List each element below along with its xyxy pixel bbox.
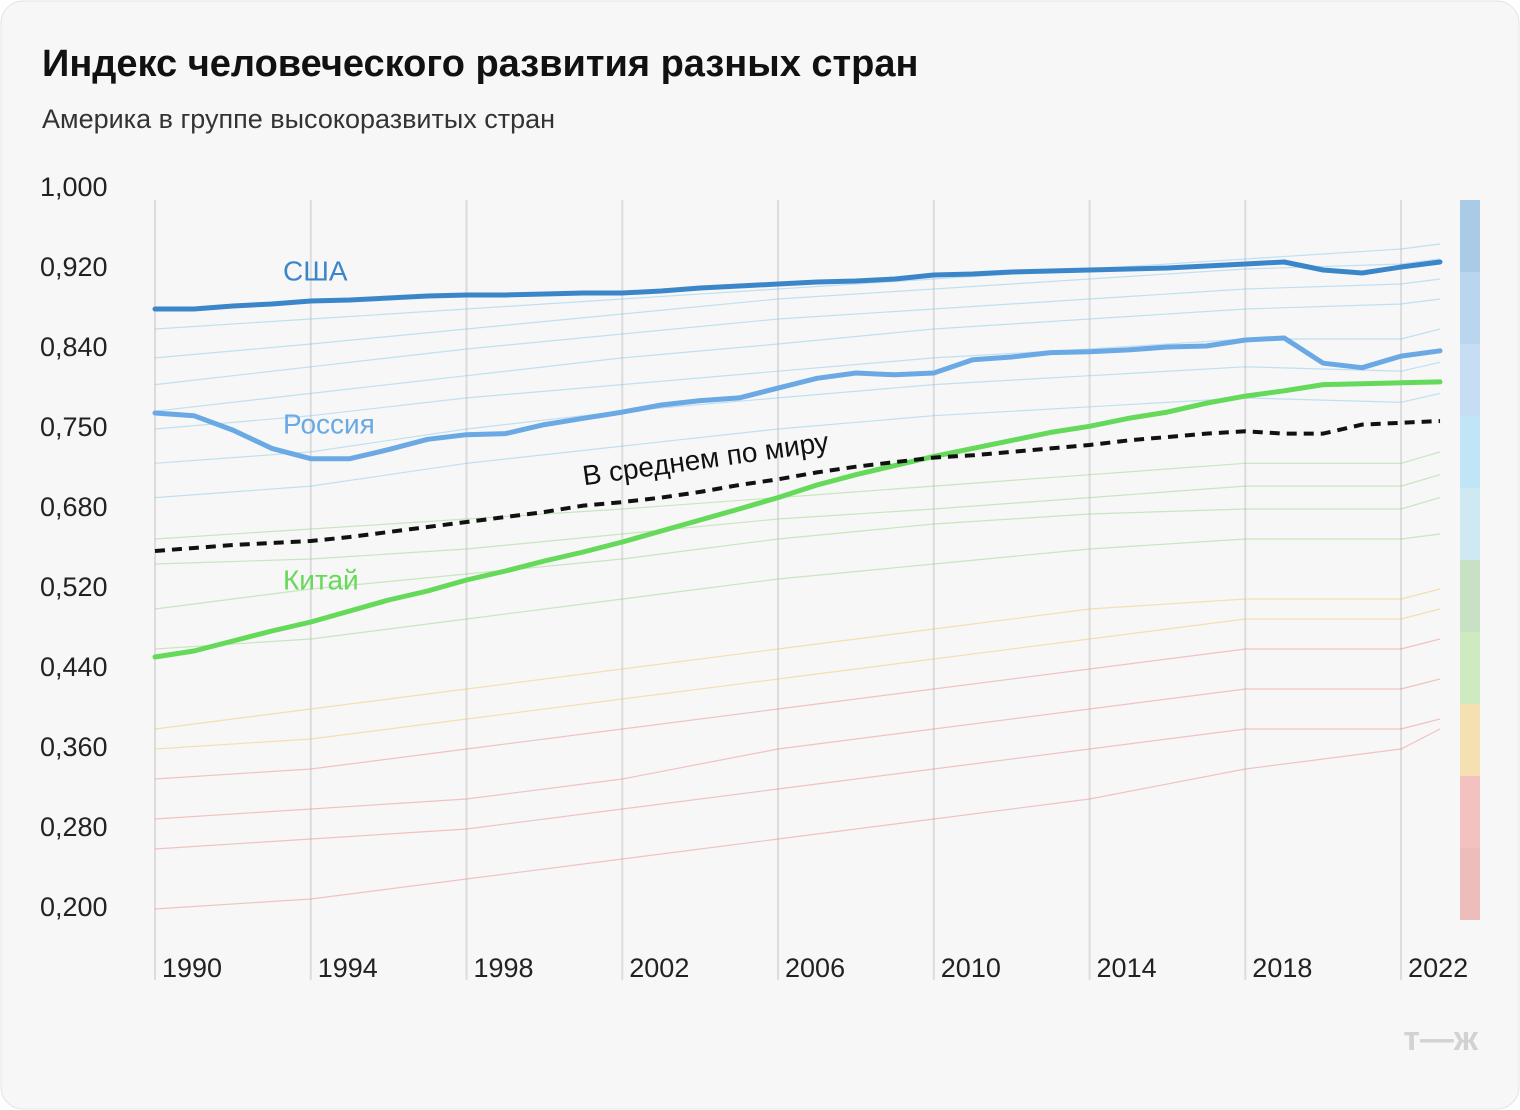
- background-line: [154, 718, 1441, 850]
- x-tick-label: 2022: [1408, 953, 1468, 983]
- background-line: [154, 451, 1441, 540]
- background-line: [154, 497, 1441, 610]
- chart-subtitle: Америка в группе высокоразвитых стран: [42, 104, 555, 134]
- background-line: [154, 588, 1441, 730]
- chart-title: Индекс человеческого развития разных стр…: [42, 43, 918, 85]
- x-tick-label: 2010: [941, 953, 1001, 983]
- scale-segment: [1460, 704, 1480, 776]
- y-tick-label: 0,920: [40, 252, 108, 282]
- background-line: [154, 278, 1441, 386]
- x-tick-label: 1998: [474, 953, 534, 983]
- background-line: [154, 298, 1441, 412]
- background-line: [154, 328, 1441, 430]
- background-line: [154, 243, 1441, 330]
- y-tick-label: 0,840: [40, 332, 108, 362]
- series-line: [152, 379, 1443, 660]
- scale-segment: [1460, 776, 1480, 848]
- background-line: [154, 678, 1441, 820]
- series-label: Россия: [283, 408, 375, 439]
- y-tick-label: 1,000: [40, 172, 108, 202]
- y-tick-label: 0,750: [40, 412, 108, 442]
- background-line: [154, 474, 1441, 565]
- x-tick-label: 2018: [1252, 953, 1312, 983]
- scale-segment: [1460, 272, 1480, 344]
- scale-segment: [1460, 200, 1480, 272]
- x-tick-label: 2014: [1097, 953, 1157, 983]
- x-tick-label: 2002: [629, 953, 689, 983]
- series-line: [152, 259, 1443, 312]
- x-tick-label: 2006: [785, 953, 845, 983]
- y-tick-label: 0,520: [40, 572, 108, 602]
- series-line: [152, 335, 1443, 462]
- background-line: [154, 728, 1441, 910]
- y-tick-label: 0,200: [40, 892, 108, 922]
- scale-segment: [1460, 848, 1480, 920]
- background-line: [154, 392, 1441, 499]
- background-line: [154, 258, 1441, 359]
- background-line: [154, 533, 1441, 650]
- x-tick-label: 1994: [318, 953, 378, 983]
- series-label: США: [283, 255, 348, 286]
- scale-segment: [1460, 344, 1480, 416]
- background-line: [154, 608, 1441, 750]
- logo: т—ж: [1403, 1020, 1479, 1058]
- scale-segment: [1460, 560, 1480, 632]
- background-line: [154, 638, 1441, 780]
- color-scale: [1460, 200, 1480, 920]
- scale-segment: [1460, 632, 1480, 704]
- x-tick-label: 1990: [162, 953, 222, 983]
- y-tick-label: 0,680: [40, 492, 108, 522]
- scale-segment: [1460, 488, 1480, 560]
- y-tick-label: 0,360: [40, 732, 108, 762]
- y-tick-label: 0,440: [40, 652, 108, 682]
- scale-segment: [1460, 416, 1480, 488]
- background-line: [154, 361, 1441, 464]
- series-line: [154, 419, 1441, 553]
- series-label: Китай: [283, 564, 359, 595]
- y-tick-label: 0,280: [40, 812, 108, 842]
